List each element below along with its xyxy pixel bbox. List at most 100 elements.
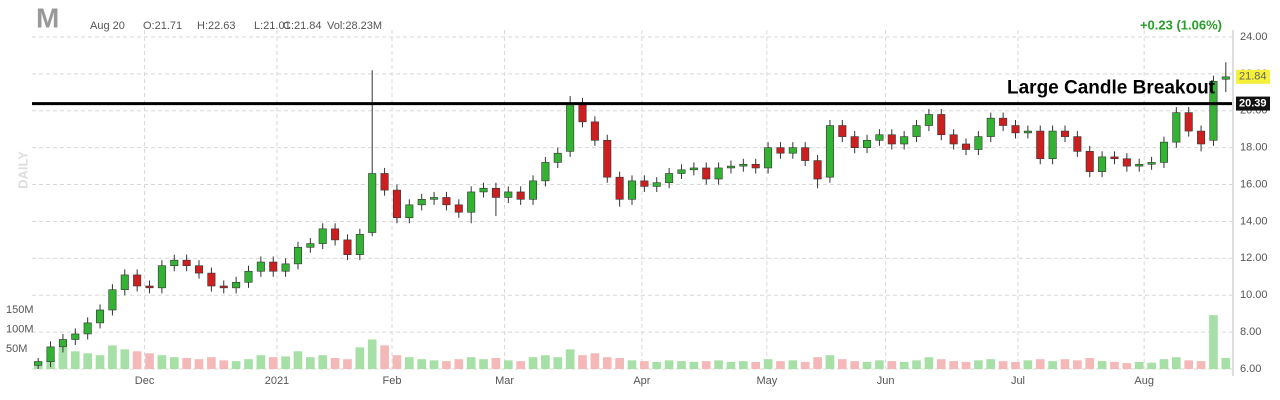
candle-body (1073, 136, 1082, 152)
header-volume: Vol:28.23M (327, 20, 382, 32)
volume-bar (1209, 315, 1218, 369)
volume-bar (231, 361, 241, 369)
candle-body (813, 160, 822, 180)
volume-bar (268, 357, 278, 369)
candle-body (912, 125, 921, 137)
candle-body (1221, 76, 1230, 80)
candle-body (504, 191, 513, 198)
volume-bar (404, 357, 414, 369)
volume-bar (850, 361, 860, 369)
candle-body (1159, 141, 1168, 163)
candle-body (1172, 112, 1181, 143)
candle-body (850, 136, 859, 148)
volume-bar (207, 357, 216, 369)
candle-body (1122, 158, 1131, 167)
x-tick-label: Feb (383, 375, 402, 387)
volume-bar (194, 359, 204, 369)
volume-bar (998, 361, 1008, 369)
volume-bar (862, 361, 872, 369)
candle-body (442, 197, 451, 206)
candle-body (974, 136, 983, 150)
volume-tick-label: 150M (6, 304, 34, 316)
x-tick-label: Dec (135, 375, 155, 387)
candle-body (924, 114, 933, 126)
y-tick-label: 8.00 (1240, 326, 1261, 338)
candle-body (900, 136, 909, 145)
volume-bar (1035, 359, 1045, 369)
volume-bar (95, 355, 105, 369)
volume-tick-label: 100M (6, 324, 34, 336)
x-tick-label: Aug (1134, 375, 1154, 387)
candle-body (1184, 112, 1193, 132)
candle-body (83, 322, 92, 335)
y-tick-label: 18.00 (1240, 142, 1268, 154)
volume-bar (887, 361, 897, 369)
volume-bar (58, 347, 68, 369)
volume-bar (256, 355, 266, 369)
volume-bar (491, 357, 501, 369)
candle-body (232, 282, 241, 289)
volume-bar (83, 353, 92, 369)
volume-bar (739, 361, 748, 369)
candle-body (293, 246, 302, 265)
candle-body (380, 173, 389, 191)
volume-bar (70, 351, 80, 369)
annotation: Large Candle Breakout (1007, 78, 1216, 99)
candle-body (182, 259, 191, 267)
volume-bar (417, 359, 427, 369)
volume-bar (528, 357, 538, 369)
volume-bar (503, 360, 513, 369)
candle-body (566, 103, 575, 152)
volume-bar (1159, 359, 1169, 369)
candle-body (962, 143, 971, 150)
candle-body (269, 261, 278, 272)
candle-body (1147, 162, 1156, 165)
candle-body (714, 167, 723, 180)
volume-bar (701, 361, 711, 369)
volume-bar (776, 361, 785, 369)
candle-body (689, 167, 698, 171)
volume-bar (429, 360, 439, 369)
candle-body (1135, 163, 1144, 167)
volume-bar (392, 355, 402, 369)
candle-body (615, 176, 624, 200)
candle-body (417, 199, 426, 206)
candle-body (355, 234, 364, 255)
volume-bar (380, 345, 389, 369)
level-label-box (1236, 96, 1270, 111)
volume-bar (615, 357, 624, 369)
candle-body (516, 191, 525, 200)
volume-bar (219, 360, 229, 369)
volume-bar (936, 359, 946, 369)
y-tick-label: 6.00 (1240, 363, 1261, 375)
volume-bar (652, 361, 662, 369)
candle-body (986, 117, 995, 137)
candle-body (58, 339, 67, 348)
candle-body (46, 346, 55, 362)
x-tick-label: Mar (495, 375, 514, 387)
candle-body (937, 114, 946, 136)
candle-body (157, 265, 166, 289)
volume-bar (677, 361, 686, 369)
y-tick-label: 14.00 (1240, 215, 1268, 227)
volume-bar (986, 359, 996, 369)
candle-body (1085, 151, 1094, 172)
volume-bar (714, 360, 723, 369)
volume-bar (974, 360, 983, 369)
volume-bar (912, 360, 921, 369)
candle-body (343, 239, 352, 255)
volume-bar (244, 359, 253, 369)
candle-body (1197, 130, 1206, 145)
volume-bar (442, 361, 451, 369)
level-label: 20.39 (1239, 97, 1267, 109)
candle-body (1023, 130, 1032, 134)
candle-body (541, 162, 550, 182)
watermark: DAILY (15, 151, 30, 189)
x-tick-label: Jul (1011, 375, 1025, 387)
candle-body (665, 173, 674, 184)
candle-body (627, 180, 637, 200)
y-tick-label: 12.00 (1240, 252, 1268, 264)
volume-bar (553, 357, 563, 369)
candle-body (170, 259, 179, 267)
volume-bar (355, 347, 365, 369)
